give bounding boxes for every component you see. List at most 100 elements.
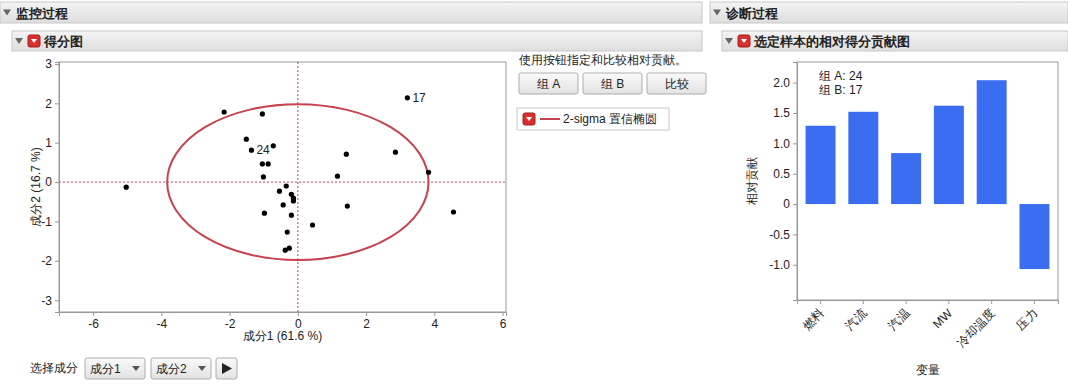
tick: 汽温 [885,300,912,333]
tick-mark [863,300,864,304]
dropdown-arrow[interactable] [198,366,206,371]
scatter-point[interactable] [451,209,456,214]
tick: -6 [88,312,99,331]
tick-label: -6 [88,317,99,331]
tick-label: 汽温 [885,306,912,333]
axis: 燃料汽流汽温MW冷却温度压力 [798,300,1059,350]
tick-mark [55,143,59,144]
scatter-point[interactable] [124,185,129,190]
scatter-point[interactable] [284,183,289,188]
button[interactable] [583,73,642,94]
button-label[interactable]: 组 B [601,77,624,91]
tick: 4 [431,312,438,331]
button[interactable] [519,73,578,94]
menu-icon[interactable] [523,113,535,125]
arrow-button[interactable] [216,358,237,379]
tick: 燃料 [800,300,827,333]
tick-mark [793,204,797,205]
menu-icon-box[interactable] [738,35,750,47]
scatter-point[interactable] [260,161,265,166]
dropdown-arrow[interactable] [132,366,140,371]
scatter-point[interactable] [405,95,410,100]
scatter-point[interactable] [426,170,431,175]
scatter-point[interactable] [249,148,254,153]
tick: 汽流 [843,300,870,333]
menu-icon-arrow[interactable] [741,39,747,43]
bar[interactable] [891,153,921,204]
scatter-point[interactable] [289,213,294,218]
scatter-point[interactable] [285,229,290,234]
dropdown-label[interactable]: 成分2 [156,362,187,376]
dropdown[interactable] [85,358,145,379]
selector-label: 选择成分 [30,361,78,375]
scatter-point[interactable] [310,222,315,227]
bar[interactable] [848,112,878,204]
tick-label: -3 [41,294,52,308]
bar[interactable] [934,106,964,204]
legend-box [517,108,669,130]
menu-icon-arrow[interactable] [31,39,37,43]
panel-header [0,2,702,23]
panel-header [12,31,702,51]
tick-label: 2 [45,97,52,111]
scatter-point[interactable] [222,109,227,114]
tick-mark [793,83,797,84]
tick-label: 燃料 [800,306,827,333]
menu-icon[interactable] [738,35,750,47]
legend-swatch [540,118,560,120]
disclosure-icon[interactable] [725,38,733,44]
button-label[interactable]: 比较 [665,77,689,91]
bar[interactable] [977,80,1007,204]
reference-line [297,62,298,312]
tick-mark [55,221,59,222]
tick: -2 [41,254,59,268]
bar[interactable] [806,126,836,204]
menu-icon[interactable] [28,35,40,47]
scatter-point[interactable] [283,248,288,253]
dropdown[interactable] [151,358,211,379]
scatter-point[interactable] [277,189,282,194]
plot-frame [797,62,1058,300]
disclosure-icon[interactable] [3,10,11,16]
menu-icon-box[interactable] [523,113,535,125]
tick-mark [793,265,797,266]
tick-mark [55,64,59,65]
scatter-point[interactable] [281,202,286,207]
menu-icon-arrow[interactable] [526,117,532,121]
tick-mark [55,103,59,104]
menu-icon-box[interactable] [28,35,40,47]
scatter-point[interactable] [271,143,276,148]
panel-title: 监控过程 [16,6,68,21]
tick-label: 1.5 [773,106,790,120]
bar[interactable] [1019,204,1049,269]
arrow-icon[interactable] [222,363,232,374]
tick: 1.0 [773,137,797,151]
tick: 2 [363,312,370,331]
scatter-point[interactable] [261,174,266,179]
scatter-point[interactable] [262,211,267,216]
scatter-point[interactable] [244,137,249,142]
point-label: 17 [412,91,426,105]
tick-mark [161,312,162,316]
disclosure-icon[interactable] [713,10,721,16]
panel-header [722,31,1068,51]
dropdown-label[interactable]: 成分1 [90,362,121,376]
scatter-point[interactable] [335,174,340,179]
tick-mark [55,182,59,183]
tick-mark [55,300,59,301]
disclosure-icon[interactable] [15,38,23,44]
tick-label: 6 [500,317,507,331]
axis-line [793,63,798,301]
tick: -1.0 [769,258,797,272]
scatter-point[interactable] [291,198,296,203]
tick-mark [793,234,797,235]
scatter-point[interactable] [393,150,398,155]
scatter-point[interactable] [260,111,265,116]
tick: -2 [225,312,236,331]
scatter-point[interactable] [266,161,271,166]
scatter-point[interactable] [345,203,350,208]
scatter-point[interactable] [344,152,349,157]
tick-mark [948,300,949,304]
button-label[interactable]: 组 A [537,77,560,91]
button[interactable] [647,73,706,94]
